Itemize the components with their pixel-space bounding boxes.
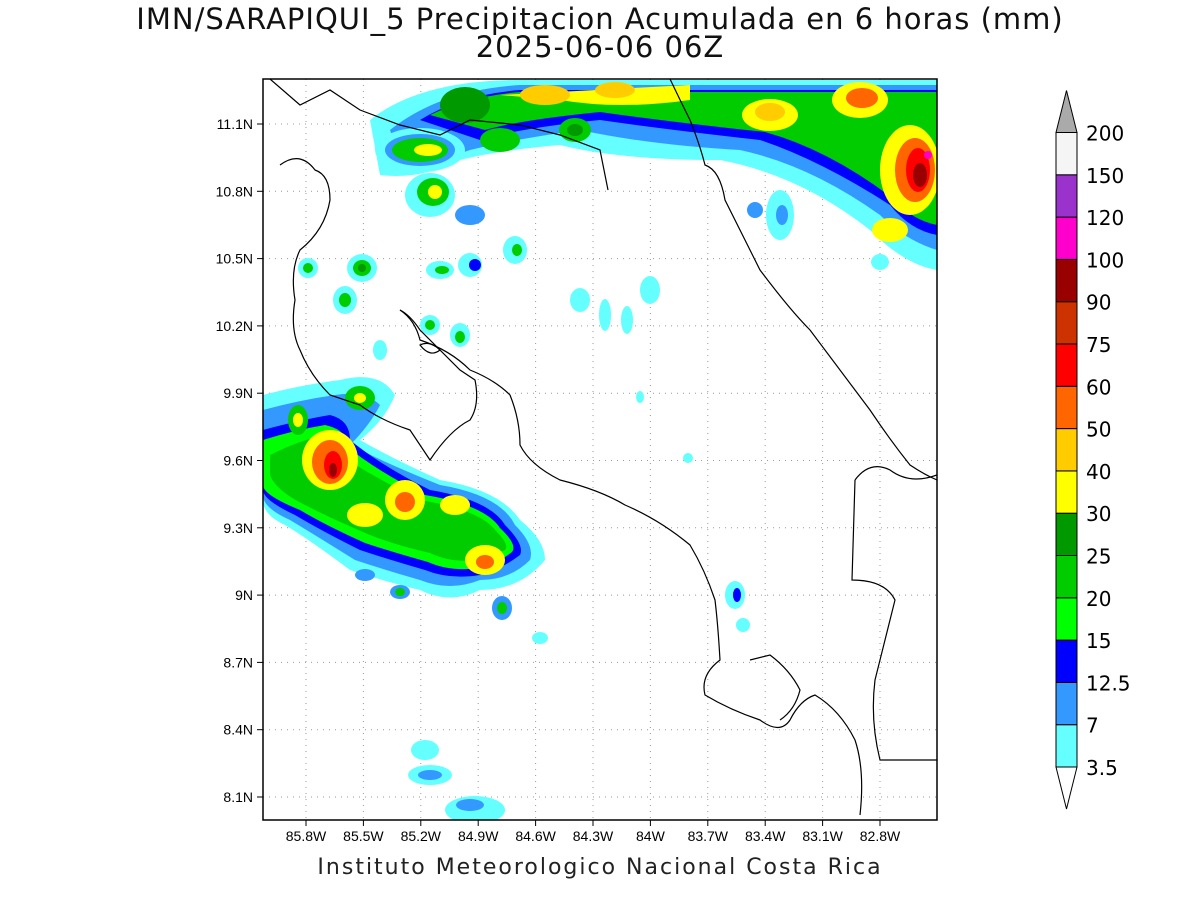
map-frame [262,78,938,821]
colorbar-swatch [1055,258,1078,303]
precip-cluster-south [408,740,505,820]
lon-tick-label: 82.8W [860,828,901,844]
lon-tick-label: 83.1W [802,828,843,844]
colorbar-swatch [1055,597,1078,641]
colorbar-swatch [1055,555,1078,599]
lat-tick-label: 8.1N [223,789,253,805]
colorbar-arrow-bottom [1055,766,1078,810]
colorbar-label: 75 [1086,333,1111,357]
colorbar-label: 15 [1086,629,1111,653]
lon-tick-label: 84.3W [573,828,614,844]
lon-tick-label: 84.6W [515,828,556,844]
nicaragua-border [269,79,609,191]
colorbar: 3.5 7 12.5 15 20 25 30 40 50 60 75 90 100 120 150 200 [1055,90,1131,810]
colorbar-swatch [1055,343,1078,387]
lon-tick-label: 83.7W [688,828,729,844]
colorbar-label: 200 [1086,122,1124,146]
colorbar-swatch [1055,639,1078,683]
colorbar-label: 40 [1086,460,1111,484]
lat-tick-label: 9.9N [223,385,253,401]
colorbar-label: 120 [1086,206,1124,230]
colorbar-swatch [1055,216,1078,260]
colorbar-label: 100 [1086,248,1124,272]
colorbar-swatch [1055,512,1078,557]
pacific-coast [399,309,863,816]
colorbar-label: 20 [1086,587,1111,611]
colorbar-label: 25 [1086,545,1111,569]
lat-tick-label: 10.2N [216,318,253,334]
lon-tick-label: 85.8W [286,828,327,844]
lat-tick-label: 9N [235,587,253,603]
colorbar-label: 90 [1086,291,1111,315]
colorbar-swatch [1055,428,1078,472]
lat-tick-label: 10.8N [216,183,253,199]
lat-tick-label: 9.3N [223,520,253,536]
lon-tick-label: 85.5W [343,828,384,844]
lat-tick-label: 11.1N [217,116,253,132]
colorbar-label: 7 [1086,714,1099,738]
colorbar-arrow-top [1055,90,1078,133]
colorbar-swatch [1055,301,1078,345]
chira-island [419,342,441,354]
colorbar-swatch [1055,174,1078,218]
lon-tick-label: 85.2W [401,828,442,844]
map-datetime: 2025-06-06 06Z [475,30,725,64]
colorbar-swatch [1055,724,1078,768]
map-title: IMN/SARAPIQUI_5 Precipitacion Acumulada … [136,2,1064,36]
precip-cluster-northwest [298,128,889,347]
colorbar-label: 50 [1086,418,1111,442]
colorbar-label: 30 [1086,502,1111,526]
footer-credit: Instituto Meteorologico Nacional Costa R… [317,855,883,880]
nicoya-coast [279,158,478,462]
coastlines [269,79,937,816]
colorbar-label: 150 [1086,164,1124,188]
lat-tick-label: 10.5N [216,251,253,267]
lon-tick-label: 84W [636,828,666,844]
longitude-labels: 85.8W 85.5W 85.2W 84.9W 84.6W 84.3W 84W 83.7W 83… [286,820,901,844]
lat-tick-label: 9.6N [223,453,253,469]
lat-tick-label: 8.4N [223,722,253,738]
lon-tick-label: 84.9W [458,828,499,844]
caribbean-coast [669,79,937,481]
colorbar-swatch [1055,385,1078,430]
colorbar-swatch [1055,470,1078,514]
latitude-labels: 11.1N 10.8N 10.5N 10.2N 9.9N 9.6N 9.3N 9N 8.7N 8.… [216,116,263,805]
colorbar-label: 60 [1086,375,1111,399]
colorbar-swatch [1055,681,1078,726]
panama-border [854,466,937,481]
lat-tick-label: 8.7N [223,654,253,670]
colorbar-label: 12.5 [1086,671,1131,695]
lon-tick-label: 83.4W [745,828,786,844]
colorbar-swatch [1055,132,1078,176]
osa-peninsula [749,654,801,721]
precip-cluster-pacific [263,340,750,644]
colorbar-label: 3.5 [1086,756,1118,780]
panama-coast [851,479,937,761]
